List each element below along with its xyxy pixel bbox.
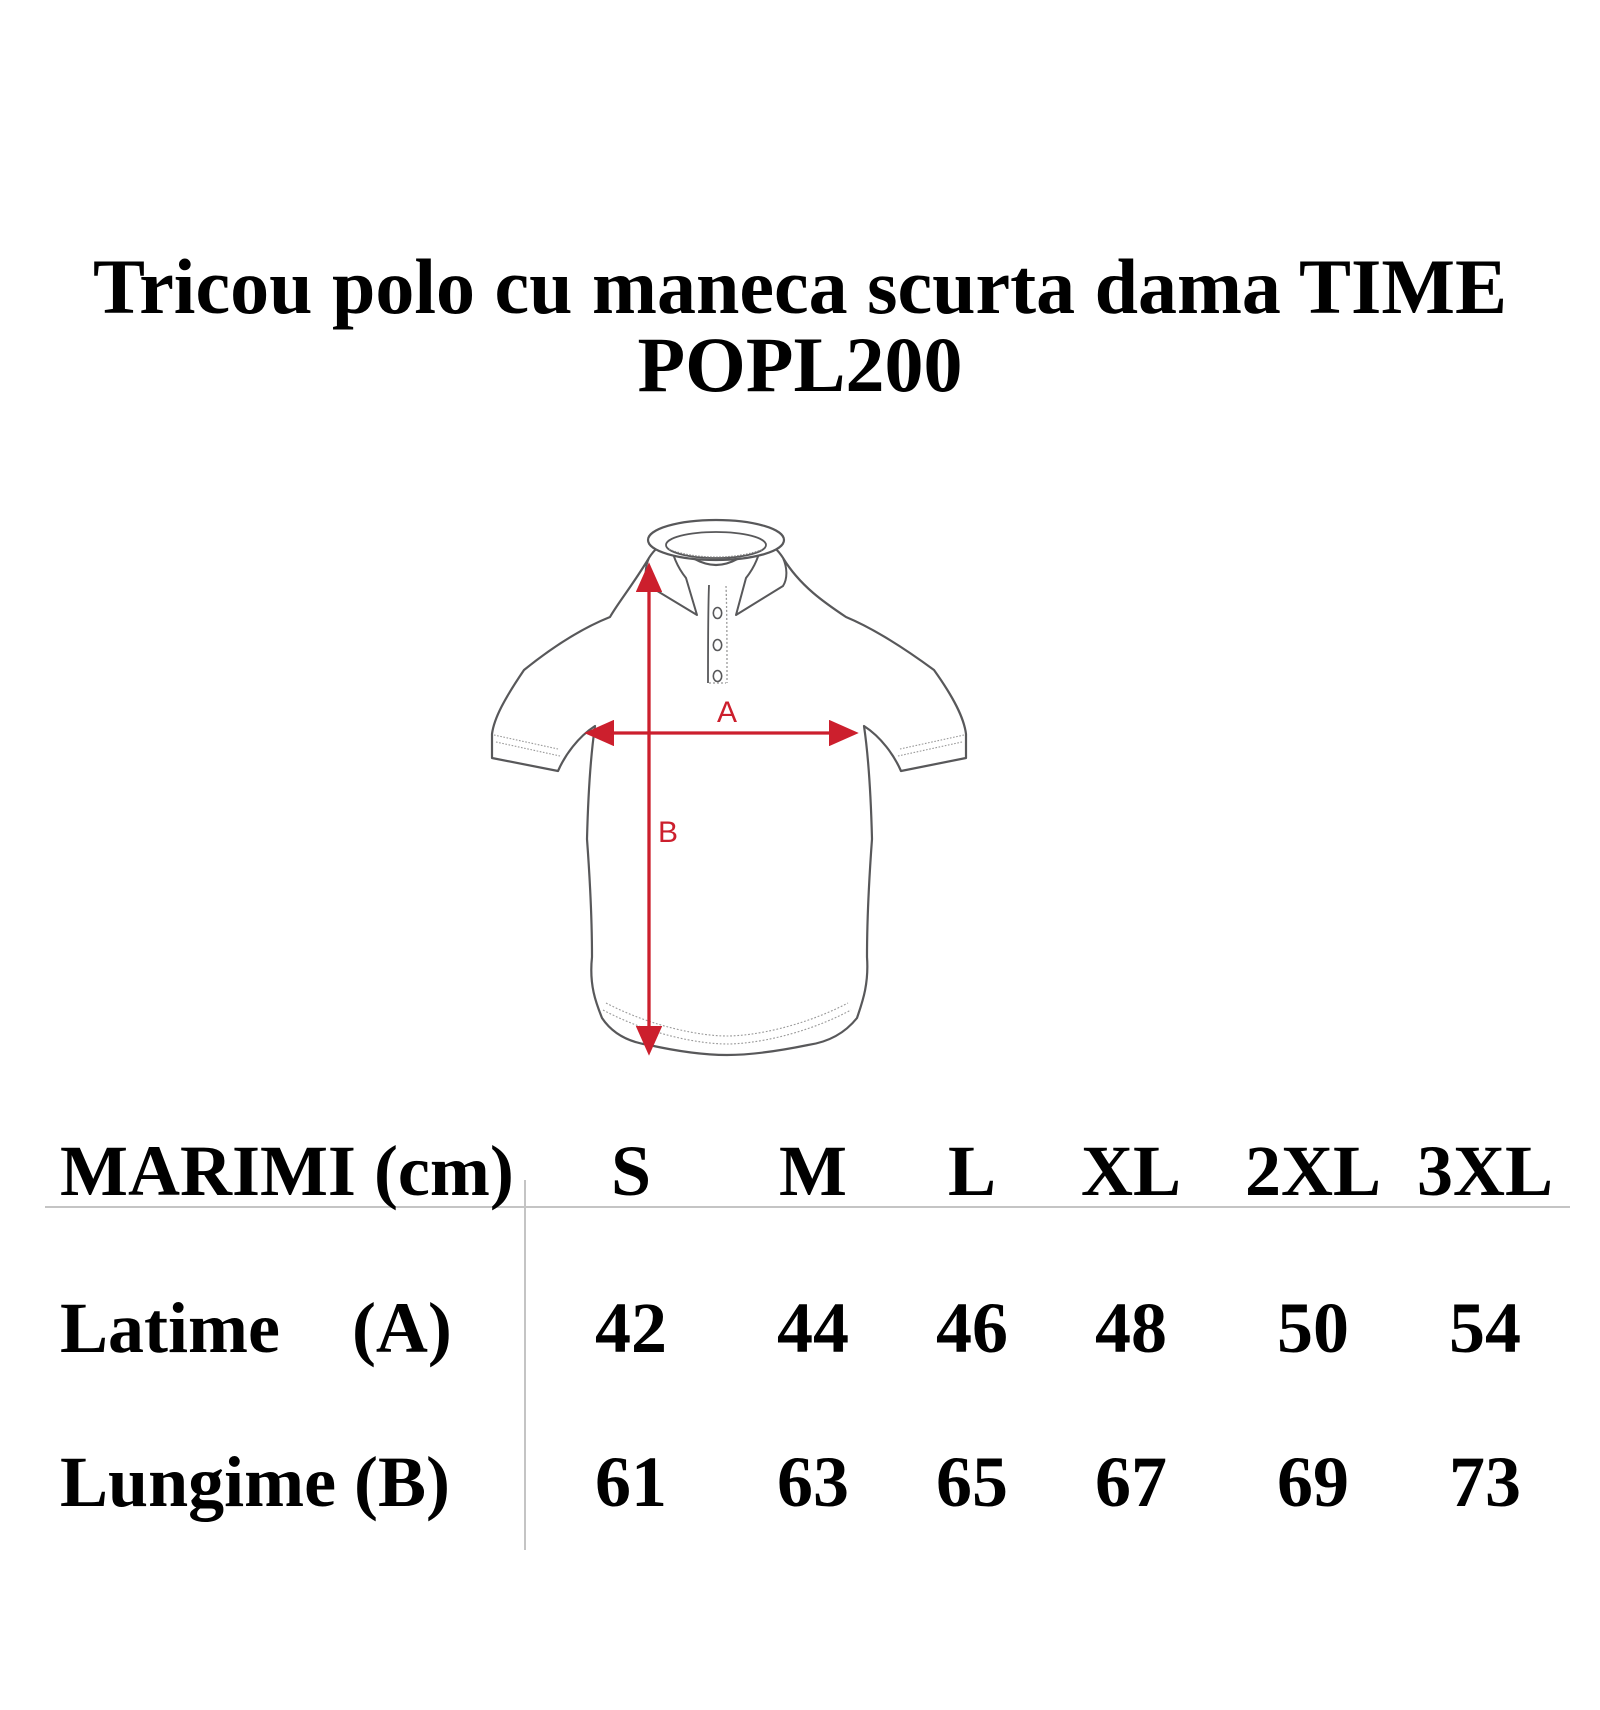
svg-text:B: B — [658, 816, 678, 849]
svg-text:A: A — [717, 696, 737, 729]
